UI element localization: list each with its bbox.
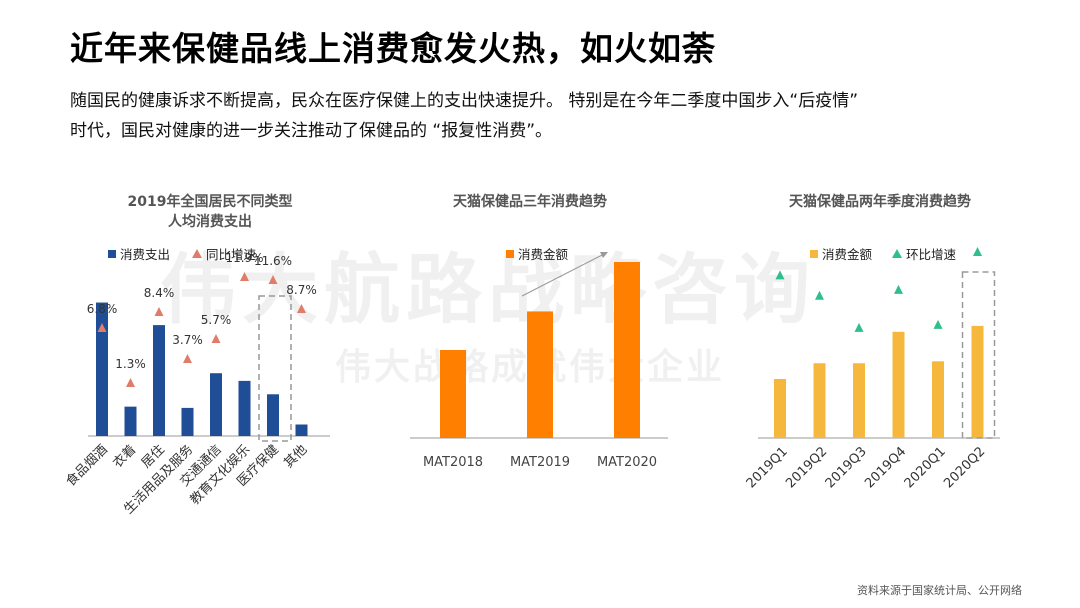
chart3-growth-marker [775, 270, 785, 280]
intro-text: 随国民的健康诉求不断提高，民众在医疗保健上的支出快速提升。 特别是在今年二季度中… [70, 86, 1030, 146]
chart3-legend: 消费金额 环比增速 [810, 244, 956, 263]
chart3-bar [971, 325, 984, 438]
chart1-title: 2019年全国居民不同类型 人均消费支出 [60, 192, 360, 232]
intro-line-2: 时代，国民对健康的进一步关注推动了保健品的 “报复性消费”。 [70, 121, 553, 141]
chart2-trend-arrow [521, 253, 605, 297]
chart1-bar [153, 325, 165, 436]
chart3-growth-marker [933, 319, 943, 329]
chart1-legend-marker: 同比增速 [205, 247, 256, 262]
chart1-bar [96, 302, 108, 436]
page-title: 近年来保健品线上消费愈发火热，如火如荼 [70, 29, 716, 68]
chart1-growth-label: 11.6% [254, 254, 292, 268]
chart3-title: 天猫保健品两年季度消费趋势 [789, 194, 971, 210]
chart3-bar [932, 361, 944, 438]
chart1-growth-label: 1.3% [115, 357, 146, 371]
chart3-bar [813, 363, 826, 438]
chart1-bar [181, 407, 194, 436]
chart2-category-label: MAT2018 [423, 455, 483, 470]
chart1-growth-label: 8.4% [144, 286, 175, 300]
legend-triangle-icon [891, 249, 902, 258]
chart1-bar [295, 424, 308, 436]
chart1-bar [267, 394, 279, 436]
chart1-growth-marker [297, 304, 306, 313]
chart3-category-label: 2019Q3 [823, 444, 870, 491]
legend-bar-swatch [108, 249, 116, 258]
chart1-title-line1: 2019年全国居民不同类型 [127, 194, 293, 210]
chart1-title-line2: 人均消费支出 [168, 214, 252, 230]
chart3-bar [892, 331, 905, 438]
chart3-bar [774, 379, 786, 438]
chart1-growth-label: 6.8% [87, 302, 118, 316]
chart1-bar [210, 373, 222, 436]
chart1-growth-marker [183, 354, 192, 363]
chart1-growth-marker [154, 307, 164, 316]
chart1-legend-bar: 消费支出 [120, 247, 171, 262]
chart2-arrow-head [600, 252, 608, 258]
legend-triangle-icon [191, 249, 202, 258]
chart1-category-label: 衣着 [110, 442, 140, 472]
chart1-bar [238, 380, 251, 436]
chart2-title: 天猫保健品三年消费趋势 [453, 194, 607, 210]
chart3-category-label: 2019Q2 [783, 444, 830, 491]
chart3-category-label: 2019Q4 [862, 444, 909, 491]
chart3-growth-marker [894, 284, 903, 294]
chart2-legend: 消费金额 [506, 244, 568, 263]
chart3-category-label: 2020Q2 [941, 444, 988, 491]
chart1-category-label: 其他 [281, 442, 310, 471]
source-note: 资料来源于国家统计局、公开网络 [857, 584, 1022, 597]
chart1-growth-label: 5.7% [201, 313, 232, 327]
chart2-legend-bar: 消费金额 [518, 247, 569, 262]
chart2-category-label: MAT2019 [510, 455, 570, 470]
chart3-legend-marker: 环比增速 [905, 247, 956, 262]
chart3-growth-marker [973, 247, 982, 256]
chart1-growth-marker [126, 378, 135, 387]
intro-line-1: 随国民的健康诉求不断提高，民众在医疗保健上的支出快速提升。 特别是在今年二季度中… [70, 91, 859, 111]
chart1-category-label: 食品烟酒 [63, 442, 111, 490]
chart1-growth-label: 8.7% [286, 283, 317, 297]
chart1-growth-marker [240, 272, 249, 281]
chart1-growth-marker [268, 275, 278, 284]
chart3-category-label: 2019Q1 [744, 444, 791, 491]
chart2-bar [440, 349, 466, 438]
chart1-growth-marker [211, 334, 221, 343]
chart1-growth-label: 3.7% [172, 333, 203, 347]
chart3-growth-marker [854, 322, 864, 332]
chart2-bar [527, 311, 553, 438]
chart3-growth-marker [815, 290, 824, 300]
chart3-highlight-box [961, 271, 996, 439]
chart2-category-label: MAT2020 [597, 455, 657, 470]
chart2-bar [614, 261, 640, 438]
chart1-growth-marker [97, 323, 107, 332]
chart3-legend-bar: 消费金额 [822, 247, 873, 262]
chart1-legend: 消费支出 同比增速 [108, 244, 256, 263]
legend-bar-swatch [506, 249, 514, 258]
chart1-bar [124, 406, 137, 436]
chart1-highlight-box [258, 295, 292, 442]
watermark-main: 伟大航路战略咨询 [160, 245, 816, 334]
chart3-category-label: 2020Q1 [902, 444, 949, 491]
legend-bar-swatch [810, 249, 818, 258]
chart1-growth-label: 11.9% [225, 251, 263, 265]
chart3-bar [853, 363, 865, 438]
